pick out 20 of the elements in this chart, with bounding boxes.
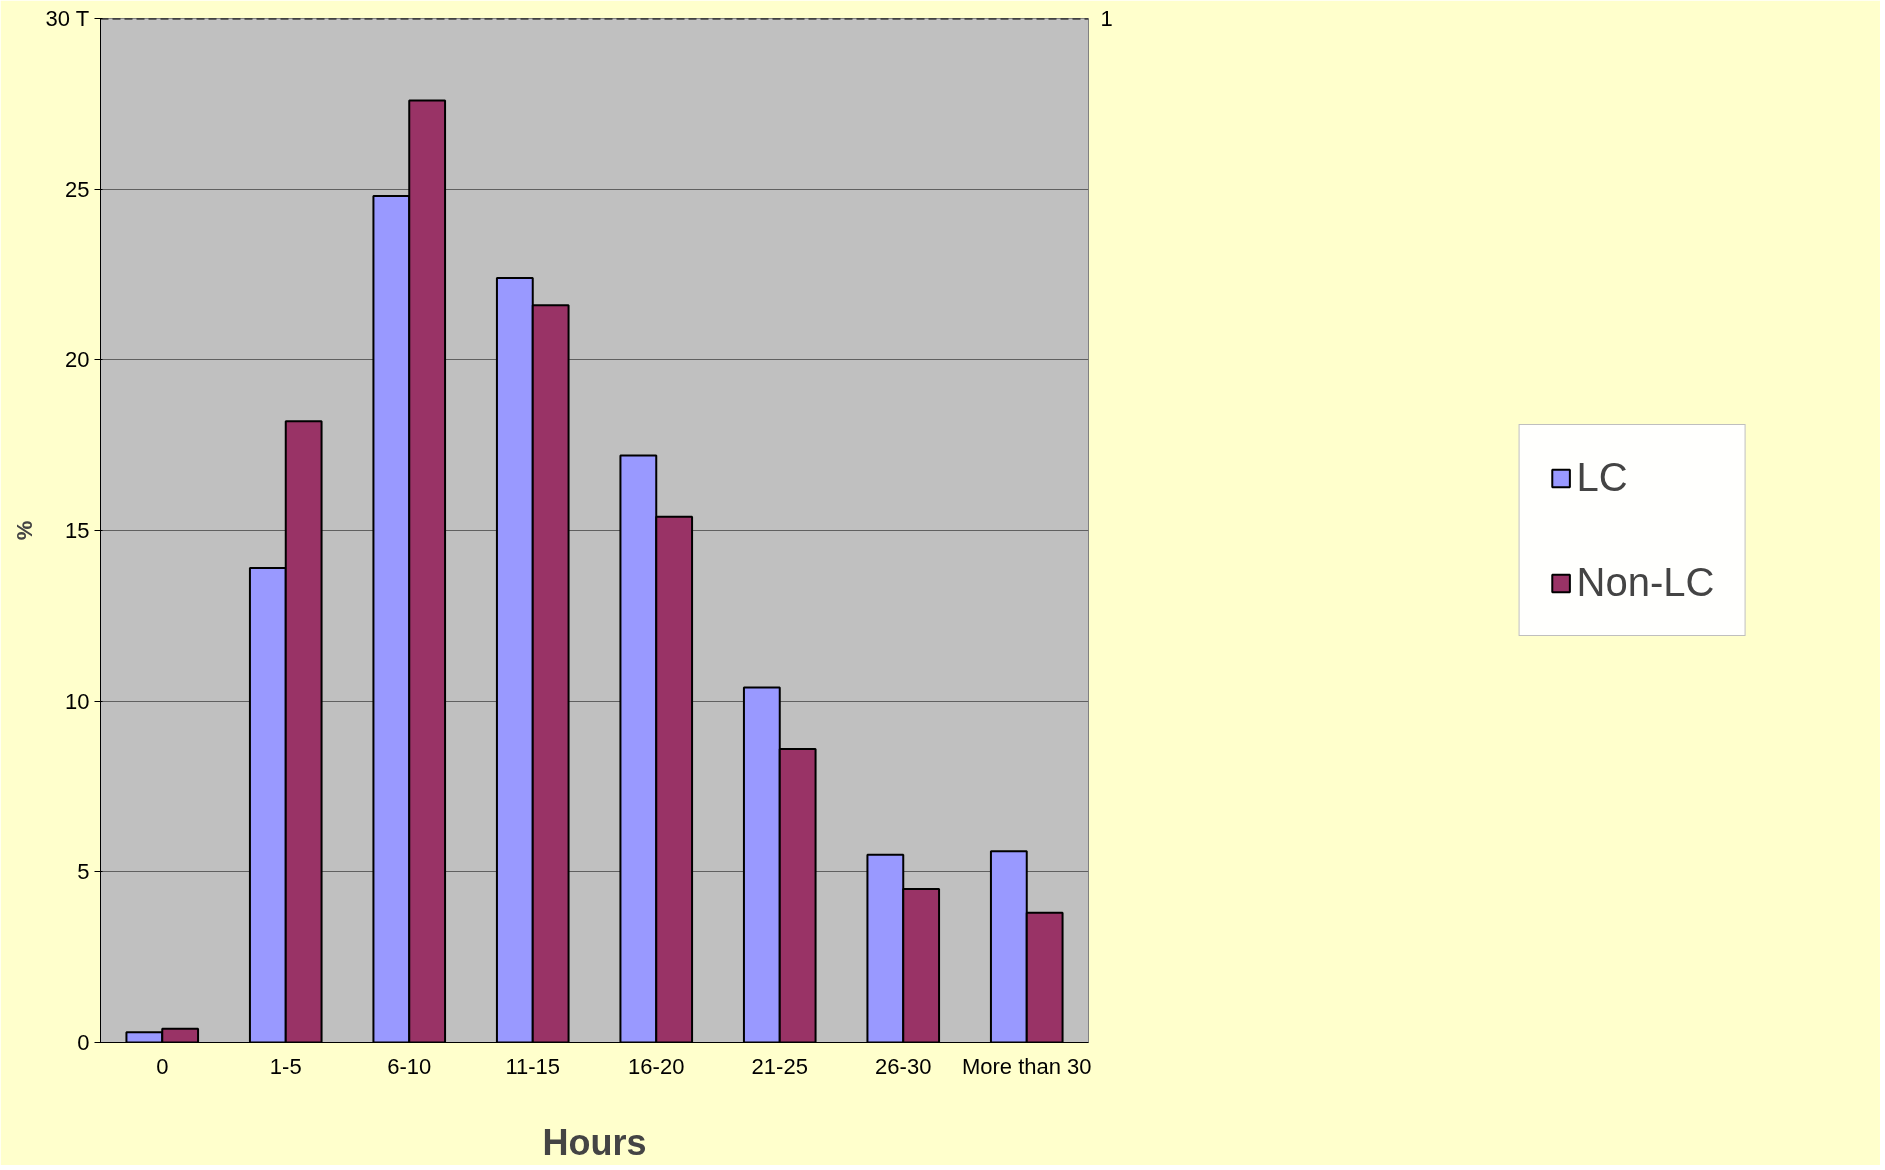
x-tick-label: 1-5 [269, 1053, 302, 1079]
y-tick-label: 5 [77, 859, 90, 885]
x-tick-label: 0 [156, 1053, 169, 1079]
x-tick-label: 21-25 [751, 1053, 808, 1079]
y-axis-title: % [12, 520, 38, 541]
y-tick-label: 25 [65, 176, 90, 202]
y-tick-label: 30 T [45, 6, 90, 31]
x-axis-title: Hours [542, 1121, 647, 1163]
y-tick-label: 15 [65, 518, 90, 543]
y-tick-label: 0 [77, 1030, 90, 1055]
legend-label: LC [1576, 455, 1628, 500]
x-tick-label: 6-10 [387, 1053, 432, 1079]
x-tick-label: 16-20 [628, 1053, 685, 1079]
y-tick-label: 20 [65, 347, 90, 373]
y-tick-label: 10 [65, 688, 90, 714]
legend-label: Non-LC [1576, 560, 1715, 605]
x-tick-label: 11-15 [505, 1053, 561, 1079]
text: 1 [1100, 6, 1113, 31]
x-tick-label: More than 30 [961, 1053, 1092, 1079]
x-tick-label: 26-30 [875, 1053, 932, 1079]
